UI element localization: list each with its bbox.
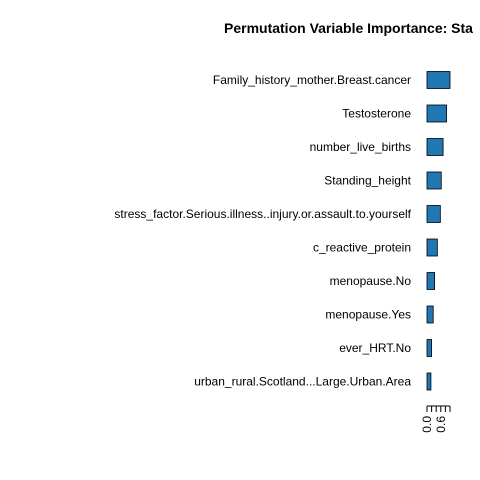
bar [426,71,451,89]
bar [426,138,444,156]
category-label: Standing_height [324,174,411,188]
bar [426,104,447,123]
category-label: stress_factor.Serious.illness..injury.or… [114,207,411,221]
bar [426,171,442,190]
bar [426,305,434,324]
x-tick-label: 0.6 [434,416,448,433]
x-tick-label: 0.0 [420,416,434,433]
category-label: Family_history_mother.Breast.cancer [213,73,411,87]
category-label: c_reactive_protein [313,241,411,255]
category-label: menopause.Yes [325,308,411,322]
bar [426,205,441,223]
bar [426,238,438,257]
category-label: number_live_births [310,140,411,154]
category-label: menopause.No [330,274,412,288]
category-label: ever_HRT.No [339,341,411,355]
category-label: urban_rural.Scotland...Large.Urban.Area [194,375,411,389]
category-label: Testosterone [342,107,411,121]
bar [426,372,432,391]
chart-title: Permutation Variable Importance: Sta [224,20,473,36]
bar [426,339,432,357]
bar [426,272,435,290]
